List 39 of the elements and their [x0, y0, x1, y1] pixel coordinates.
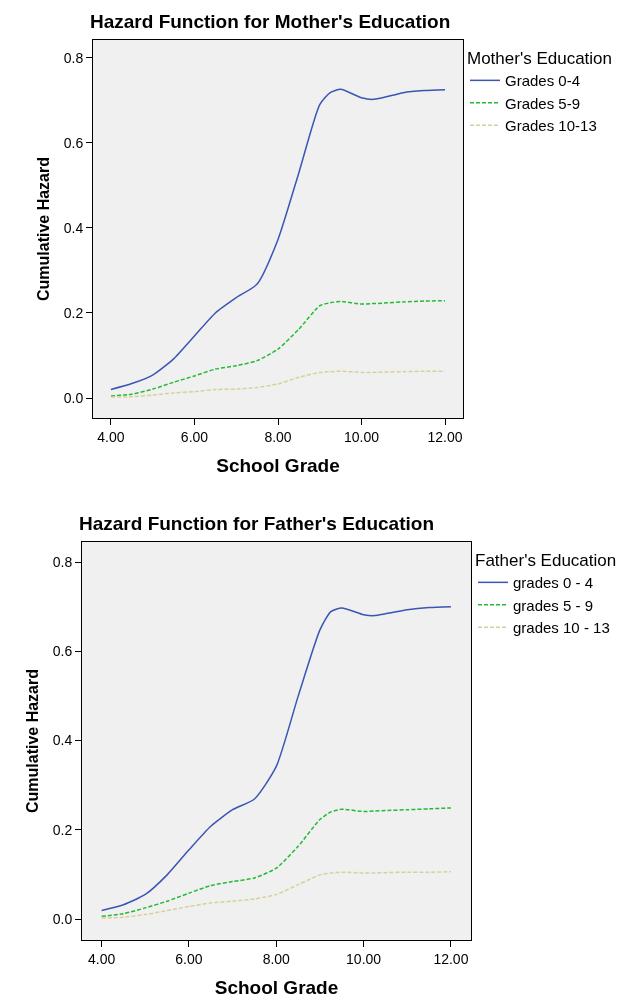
x-tick-label: 6.00 [180, 428, 209, 445]
line-series [100, 870, 452, 919]
x-tick-label: 12.00 [427, 428, 463, 445]
y-tick-label: 0.4 [63, 219, 84, 236]
y-tick-label: 0.4 [52, 732, 73, 749]
line-series [110, 88, 446, 391]
x-tick-label: 10.00 [346, 950, 382, 967]
y-tick-label: 0.0 [52, 910, 73, 927]
x-tick-label: 6.00 [175, 950, 203, 967]
legend-label: grades 10 - 13 [513, 619, 610, 637]
y-axis-title: Cumulative Hazard [34, 156, 52, 302]
legend-label: Grades 5-9 [505, 94, 581, 112]
x-axis-title: School Grade [216, 454, 340, 476]
y-tick-label: 0.8 [52, 553, 73, 570]
line-series [100, 605, 452, 912]
legend-label: Grades 10-13 [505, 117, 597, 135]
x-tick-label: 4.00 [88, 950, 116, 967]
x-tick-label: 8.00 [262, 950, 291, 967]
legend-label: Grades 0-4 [505, 72, 581, 90]
y-tick-label: 0.2 [52, 821, 73, 838]
y-axis-title: Cumulative Hazard [23, 668, 41, 814]
x-tick-label: 4.00 [97, 428, 125, 445]
y-tick-label: 0.6 [52, 643, 73, 660]
line-series [100, 807, 452, 918]
legend-label: grades 5 - 9 [513, 596, 594, 614]
y-tick-label: 0.8 [63, 49, 84, 66]
line-series [110, 299, 446, 397]
x-tick-label: 8.00 [264, 428, 292, 445]
chart-title: Hazard Function for Mother's Education [90, 11, 451, 32]
chart-title: Hazard Function for Father's Education [79, 513, 434, 534]
x-tick-label: 10.00 [344, 428, 380, 445]
y-tick-label: 0.0 [63, 389, 84, 406]
y-tick-label: 0.6 [63, 134, 84, 151]
legend-title: Mother's Education [467, 49, 612, 69]
legend-title: Father's Education [475, 551, 617, 571]
x-tick-label: 12.00 [433, 950, 469, 967]
legend-label: grades 0 - 4 [513, 574, 594, 592]
x-axis-title: School Grade [214, 976, 339, 998]
y-tick-label: 0.2 [63, 304, 84, 321]
